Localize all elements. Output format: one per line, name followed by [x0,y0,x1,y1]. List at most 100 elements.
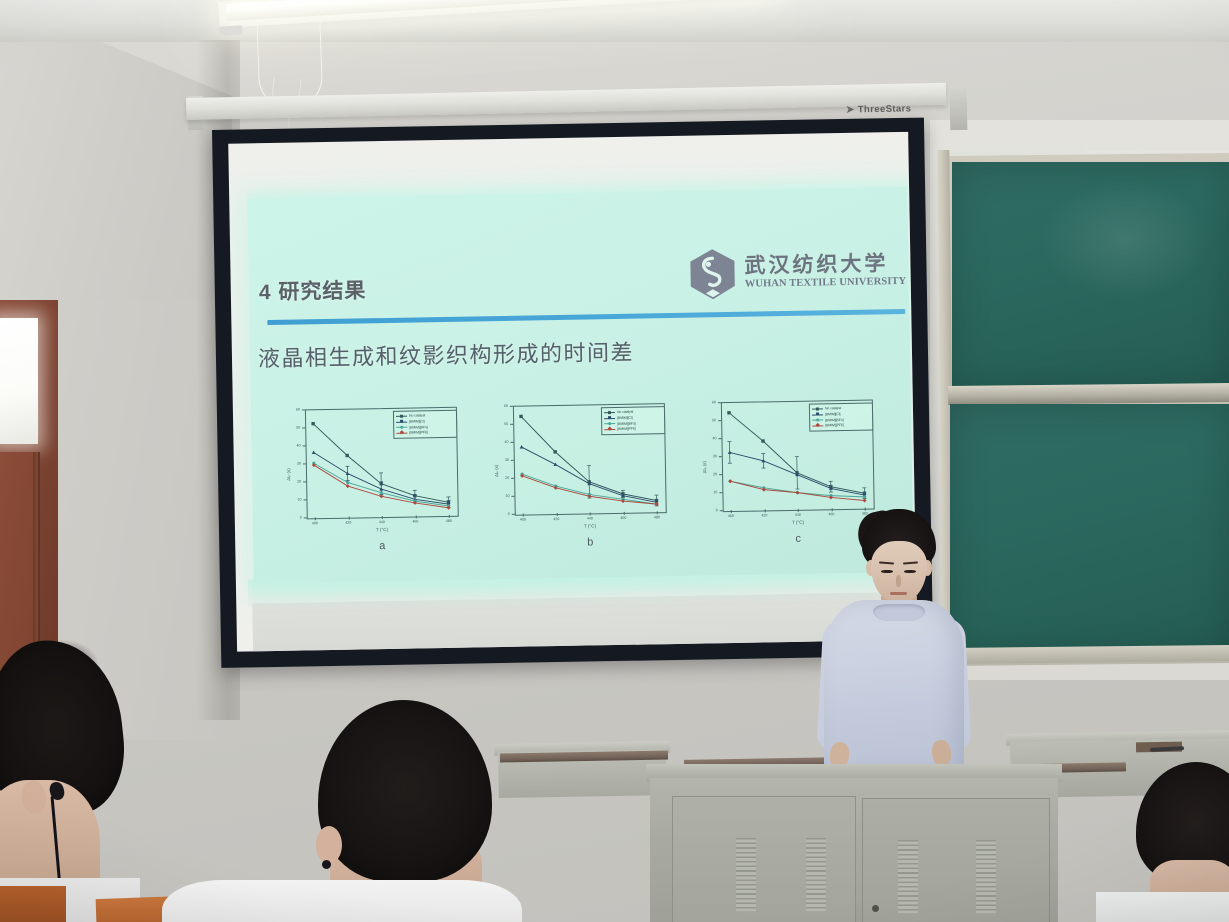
x-axis-label: T (°C) [583,523,597,529]
console-vent-4 [976,840,996,914]
y-tick-label: 0 [299,515,302,520]
y-tick-label: 50 [504,421,509,426]
projection-screen: 4 研究结果 武汉纺织大学 WUHAN TEXTILE UNIVERSITY 液… [212,117,934,668]
chart-panel-b: Δtₚ (s) 0 10 20 30 40 50 60 400 420 440 460 480 T (°C… [487,399,673,549]
y-tick-label: 0 [507,511,510,516]
legend-line-swatch [812,412,824,416]
legend-label: [BMIM][BF4] [409,424,428,430]
blackboard-panel-lower [950,404,1229,654]
y-tick-label: 40 [712,436,717,441]
presenter-mouth [890,592,907,595]
series-layer [311,421,451,510]
y-tick-label: 0 [715,508,718,513]
legend-line-swatch [396,425,408,429]
y-tick-label: 20 [713,472,718,477]
legend-line-swatch [604,426,616,432]
console-door-right[interactable] [862,798,1050,922]
legend-line-swatch [396,414,408,418]
legend-marker-icon [607,410,612,414]
audience-center-shirt [162,880,522,922]
audience-center-ear [316,826,342,864]
legend-line-swatch [396,430,408,435]
screen-brand-label: ➤ ThreeStars [846,103,912,115]
legend-item: [BMIM][PF6] [812,422,870,428]
brand-mark-icon: ➤ [845,104,855,116]
ceiling [0,0,1229,42]
legend-line-swatch [604,421,616,425]
valance-bracket-right [949,87,968,131]
presenter-nose [896,575,901,587]
panel-caption: b [587,536,594,549]
console-vent-1 [736,838,756,912]
legend-item: [BMIM][PF6] [604,426,662,432]
legend-marker-icon [608,421,612,425]
series-layer [519,414,659,507]
legend-label: [BMIM][Cl] [409,419,425,424]
legend-marker-icon [608,416,612,420]
y-tick-label: 40 [296,443,301,448]
door-window [0,318,38,444]
legend-marker-icon [815,423,820,428]
x-axis-label: T (°C) [375,526,389,533]
chart-panel-a: Δtₚ (s) 0 10 20 30 40 50 60 400 420 440 460 480 T (°C… [279,403,465,552]
y-tick-label: 10 [297,497,302,502]
console-vent-2 [806,838,826,912]
slide-header-rule [267,308,906,326]
chart-panel-c: Δtₚ (s) 0 10 20 30 40 50 60 400 420 440 460 480 T (°C… [695,395,881,545]
y-tick-label: 60 [503,403,508,408]
slide-subtitle: 液晶相生成和纹影织构形成的时间差 [257,339,635,372]
y-tick-label: 50 [712,418,717,423]
blackboard-chalk-rail [948,383,1229,405]
presenter-collar [873,604,925,621]
legend-item: [BMIM][PF6] [396,429,454,435]
y-tick-label: 50 [296,425,301,430]
legend-label: [BMIM][BF4] [617,421,636,426]
legend-line-swatch [396,419,408,423]
legend-label: [BMIM][PF6] [409,430,428,435]
legend-label: [BMIM][BF4] [825,417,844,422]
y-tick-label: 60 [295,407,300,412]
legend-line-swatch [811,407,823,411]
legend-label: No catalyst [408,413,426,419]
legend-label: No catalyst [824,406,842,411]
legend-line-swatch [603,410,616,414]
legend-marker-icon [400,419,404,423]
blackboard-lower-rail [946,645,1229,664]
chart-legend: No catalyst [BMIM][Cl] [BMIM][BF4] [BMIM][P… [808,402,874,432]
brand-name: ThreeStars [857,103,912,116]
legend-marker-icon [400,425,404,429]
podium-top-surface [646,764,1062,782]
legend-label: [BMIM][PF6] [825,423,844,428]
y-tick-label: 30 [504,457,509,462]
blackboard-panel-upper [952,162,1229,389]
legend-marker-icon [816,418,820,422]
y-tick-label: 20 [505,475,510,480]
y-tick-label: 10 [713,490,718,495]
series-layer [727,411,867,503]
logo-chinese-name: 武汉纺织大学 [744,251,889,278]
chart-legend: No catalyst [BMIM][Cl] [BMIM][BF4] [BMIM][P… [392,409,458,439]
y-tick-label: 20 [297,479,302,484]
presenter-ear-left [866,560,875,576]
console-lock-knob[interactable] [872,905,879,912]
y-tick-label: 40 [504,439,509,444]
legend-marker-icon [399,414,404,418]
console-door-left[interactable] [672,796,856,922]
logo-hexagon-icon [690,249,735,300]
presenter-ear-right [923,560,932,576]
legend-marker-icon [816,412,820,416]
chart-row: Δtₚ (s) 0 10 20 30 40 50 60 400 420 440 460 480 T (°C… [279,395,894,556]
legend-label: [BMIM][Cl] [825,412,841,417]
y-tick-label: 30 [296,461,301,466]
legend-label: No catalyst [616,410,634,415]
slide-title: 4 研究结果 [258,279,367,305]
panel-caption: a [379,540,386,553]
y-tick-label: 60 [711,400,716,405]
audience-center-earring [322,860,331,869]
logo-english-name: WUHAN TEXTILE UNIVERSITY [744,275,907,290]
panel-caption: c [795,532,802,545]
chair-back-foreground [0,886,66,922]
legend-marker-icon [607,426,612,432]
presenter-eye-left [881,570,893,574]
